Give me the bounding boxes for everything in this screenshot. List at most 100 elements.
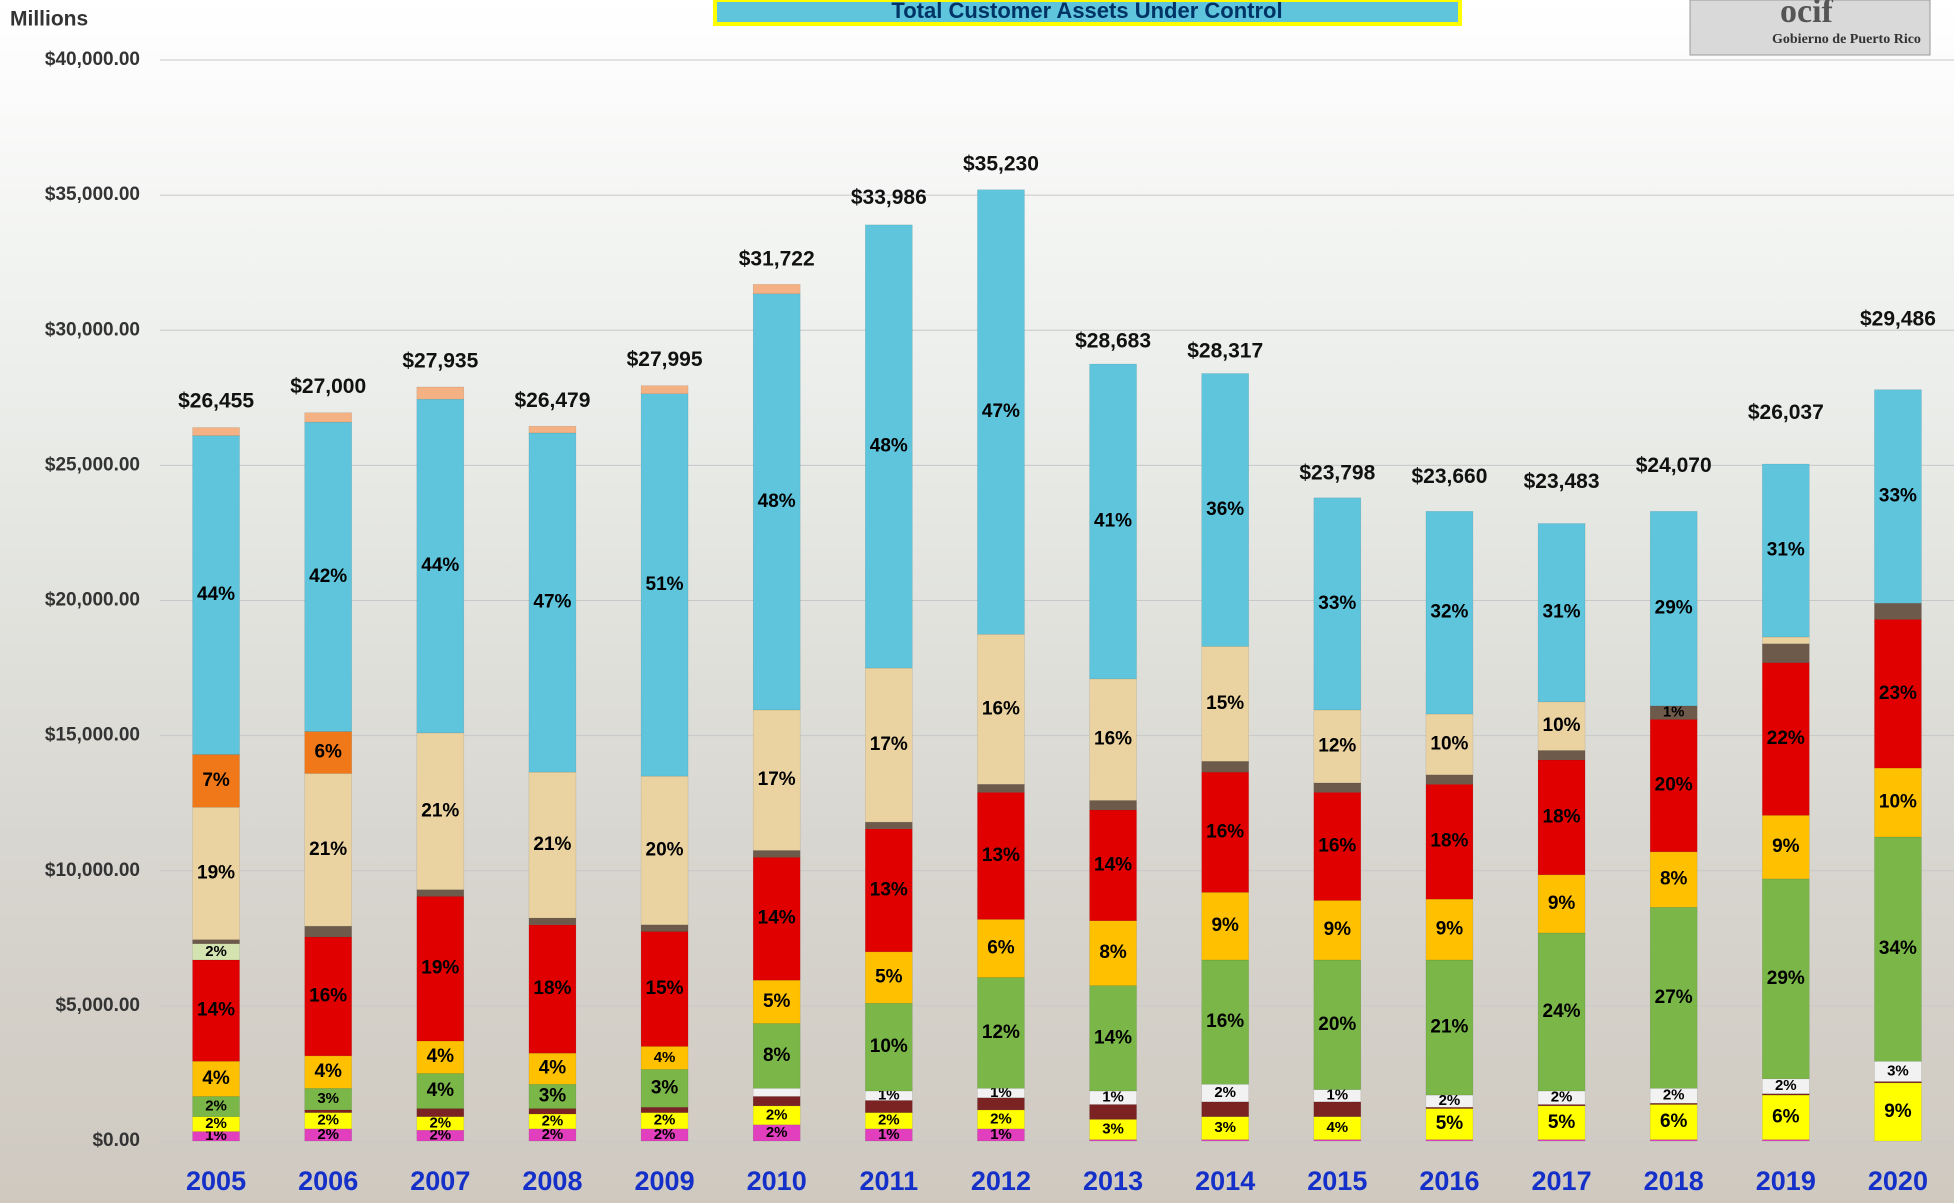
total-label: $24,070: [1636, 454, 1712, 477]
segment-label: 21%: [309, 839, 347, 860]
segment-label: 16%: [1094, 729, 1132, 750]
bar-segment: [1762, 637, 1809, 644]
segment-label: 16%: [1206, 1011, 1244, 1032]
segment-label: 20%: [1318, 1014, 1356, 1035]
segment-label: 6%: [1772, 1106, 1800, 1127]
bar-segment: [305, 413, 352, 422]
segment-label: 2%: [878, 1112, 900, 1129]
bar-segment: [529, 918, 576, 925]
bar-segment: [1090, 800, 1137, 809]
segment-label: 4%: [654, 1049, 676, 1066]
segment-label: 1%: [1102, 1089, 1124, 1106]
bar-segment: [1090, 1105, 1137, 1120]
segment-label: 10%: [1430, 733, 1468, 754]
segment-label: 34%: [1879, 938, 1917, 959]
segment-label: 31%: [1767, 540, 1805, 561]
x-tick-label: 2019: [1756, 1166, 1816, 1196]
segment-label: 12%: [982, 1022, 1020, 1043]
segment-label: 16%: [1206, 821, 1244, 842]
x-tick-label: 2017: [1532, 1166, 1592, 1196]
total-label: $33,986: [851, 186, 927, 209]
segment-label: 2%: [205, 1115, 227, 1132]
total-label: $26,037: [1748, 401, 1824, 424]
bar-segment: [753, 1096, 800, 1105]
segment-label: 4%: [1326, 1119, 1348, 1136]
segment-label: 2%: [1663, 1087, 1685, 1104]
total-label: $23,660: [1411, 465, 1487, 488]
x-tick-label: 2006: [298, 1166, 358, 1196]
segment-label: 29%: [1655, 598, 1693, 619]
segment-label: 4%: [314, 1061, 342, 1082]
segment-label: 20%: [646, 839, 684, 860]
segment-label: 23%: [1879, 683, 1917, 704]
x-tick-label: 2011: [860, 1166, 919, 1196]
segment-label: 10%: [1543, 715, 1581, 736]
chart: Total Customer Assets Under Control Mill…: [0, 0, 1954, 1203]
bar-segment: [1202, 761, 1249, 772]
segment-label: 16%: [309, 985, 347, 1006]
segment-label: 27%: [1655, 987, 1693, 1008]
segment-label: 16%: [982, 698, 1020, 719]
segment-label: 14%: [1094, 1027, 1132, 1048]
segment-label: 5%: [875, 967, 903, 988]
segment-label: 16%: [1318, 835, 1356, 856]
x-tick-label: 2008: [522, 1166, 582, 1196]
segment-label: 21%: [1430, 1017, 1468, 1038]
segment-label: 48%: [870, 435, 908, 456]
y-tick-label: $30,000.00: [45, 319, 140, 340]
bar-segment: [753, 850, 800, 857]
segment-label: 14%: [197, 1000, 235, 1021]
bar-segment: [977, 784, 1024, 792]
x-tick-label: 2016: [1419, 1166, 1479, 1196]
segment-label: 9%: [1772, 836, 1800, 857]
x-tick-label: 2010: [747, 1166, 807, 1196]
segment-label: 10%: [870, 1036, 908, 1057]
segment-label: 3%: [1887, 1062, 1909, 1079]
segment-label: 8%: [1099, 942, 1127, 963]
segment-label: 33%: [1879, 485, 1917, 506]
segment-label: 10%: [1879, 792, 1917, 813]
segment-label: 8%: [1660, 869, 1688, 890]
segment-label: 14%: [1094, 854, 1132, 875]
y-tick-label: $40,000.00: [45, 49, 140, 70]
segment-label: 24%: [1543, 1001, 1581, 1022]
segment-label: 14%: [758, 908, 796, 929]
segment-label: 41%: [1094, 510, 1132, 531]
bar-segment: [641, 925, 688, 932]
segment-label: 3%: [539, 1085, 567, 1106]
segment-label: 33%: [1318, 593, 1356, 614]
segment-label: 6%: [314, 742, 342, 763]
segment-label: 2%: [1214, 1084, 1236, 1101]
segment-label: 19%: [197, 862, 235, 883]
segment-label: 6%: [987, 937, 1015, 958]
segment-label: 21%: [421, 800, 459, 821]
segment-label: 9%: [1436, 919, 1464, 940]
segment-label: 2%: [205, 943, 227, 960]
bar-segment: [193, 428, 240, 436]
bar-segment: [865, 822, 912, 829]
segment-label: 31%: [1543, 602, 1581, 623]
segment-label: 3%: [651, 1077, 679, 1098]
chart-title: Total Customer Assets Under Control: [891, 0, 1282, 23]
segment-label: 2%: [766, 1124, 788, 1141]
y-tick-label: $25,000.00: [45, 454, 140, 475]
total-label: $28,317: [1187, 339, 1263, 362]
x-tick-label: 2018: [1644, 1166, 1704, 1196]
segment-label: 4%: [539, 1058, 567, 1079]
segment-label: 2%: [1775, 1077, 1797, 1094]
bar-segment: [641, 386, 688, 394]
segment-label: 44%: [421, 555, 459, 576]
segment-label: 15%: [1206, 693, 1244, 714]
segment-label: 2%: [990, 1110, 1012, 1127]
total-label: $28,683: [1075, 329, 1151, 352]
segment-label: 18%: [533, 978, 571, 999]
bar-segment: [1538, 750, 1585, 759]
bar-segment: [1874, 603, 1921, 619]
segment-label: 18%: [1543, 806, 1581, 827]
segment-label: 8%: [763, 1045, 791, 1066]
y-tick-label: $0.00: [92, 1130, 140, 1151]
segment-label: 2%: [205, 1098, 227, 1115]
total-label: $26,479: [514, 389, 590, 412]
bar-segment: [1314, 1102, 1361, 1117]
segment-label: 13%: [870, 879, 908, 900]
